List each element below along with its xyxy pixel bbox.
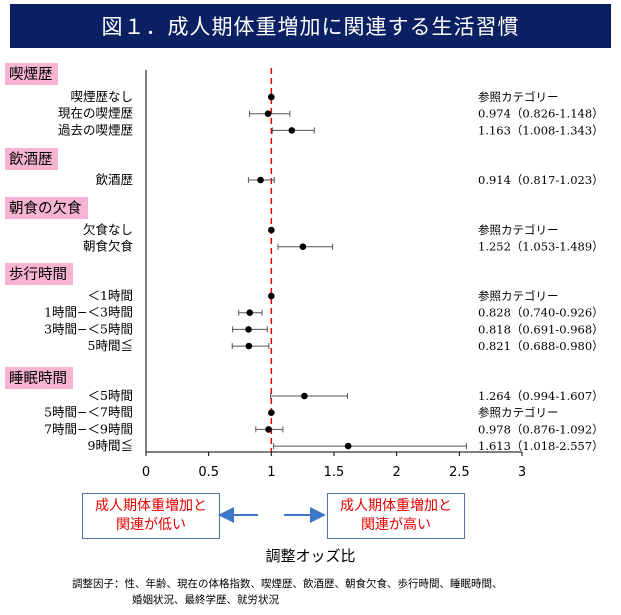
row-label: 5時間≦: [88, 338, 133, 353]
point-estimate: [344, 442, 352, 450]
estimate-text: 参照カテゴリー: [478, 406, 559, 420]
x-axis-label: 調整オッズ比: [265, 547, 356, 565]
x-tick-label: 1: [267, 465, 275, 480]
footnote: 調整因子：性、年齢、現在の体格指数、喫煙歴、飲酒歴、朝食欠食、歩行時間、睡眠時間…: [72, 576, 612, 608]
x-tick-label: 0: [142, 465, 150, 480]
estimate-text: 0.974（0.826-1.148）: [478, 107, 604, 121]
point-estimate: [245, 326, 252, 333]
group-label: 飲酒歴: [9, 151, 53, 168]
estimate-text: 0.828（0.740-0.926）: [478, 306, 604, 320]
annotation-high-box: 成人期体重増加と 関連が高い: [327, 493, 465, 539]
group-label: 睡眠時間: [9, 370, 67, 387]
row-label: 5時間−＜7時間: [44, 405, 133, 420]
group-label-bg: [5, 263, 73, 285]
point-estimate: [268, 292, 275, 300]
estimate-text: 参照カテゴリー: [478, 289, 559, 303]
group-label-bg: [5, 367, 73, 389]
group-label-bg: [5, 63, 58, 85]
point-estimate: [264, 110, 272, 117]
row-label: ＜5時間: [88, 388, 133, 403]
row-label: 欠食なし: [83, 222, 133, 237]
x-tick-label: 0.5: [198, 465, 219, 480]
annotation-high-line2: 関連が高い: [361, 517, 431, 533]
estimate-text: 参照カテゴリー: [478, 90, 559, 104]
point-estimate: [265, 426, 272, 433]
row-label: 3時間−＜5時間: [44, 321, 133, 336]
estimate-text: 参照カテゴリー: [478, 223, 559, 237]
group-label: 歩行時間: [9, 266, 67, 283]
point-estimate: [246, 309, 254, 317]
estimate-text: 1.613（1.018-2.557）: [478, 439, 604, 453]
row-label: 過去の喫煙歴: [58, 122, 133, 137]
estimate-text: 0.914（0.817-1.023）: [478, 173, 604, 187]
point-estimate: [288, 127, 296, 134]
x-tick-label: 1.5: [324, 465, 345, 480]
row-label: 1時間−＜3時間: [44, 305, 133, 320]
x-tick-label: 2.5: [449, 465, 470, 480]
estimate-text: 0.978（0.876-1.092）: [478, 422, 604, 436]
point-estimate: [268, 409, 275, 417]
group-label-bg: [5, 148, 58, 170]
point-estimate: [268, 226, 275, 234]
point-estimate: [245, 342, 253, 350]
row-label: 喫煙歴なし: [70, 89, 133, 104]
row-label: 現在の喫煙歴: [58, 106, 133, 121]
estimate-text: 0.818（0.691-0.968）: [478, 322, 604, 336]
point-estimate: [257, 176, 264, 184]
row-label: 朝食欠食: [83, 239, 134, 254]
x-tick-label: 2: [393, 465, 401, 480]
row-label: 飲酒歴: [95, 172, 133, 187]
footnote-line1: 調整因子：性、年齢、現在の体格指数、喫煙歴、飲酒歴、朝食欠食、歩行時間、睡眠時間…: [72, 578, 503, 590]
estimate-text: 1.264（0.994-1.607）: [478, 389, 604, 403]
group-label: 朝食の欠食: [9, 200, 82, 217]
row-label: 7時間−＜9時間: [44, 421, 133, 436]
annotation-low-line1: 成人期体重増加と: [95, 498, 207, 514]
group-label: 喫煙歴: [9, 66, 53, 83]
footnote-line2: 婚姻状況、最終学歴、就労状況: [132, 594, 279, 606]
estimate-text: 1.163（1.008-1.343）: [478, 123, 604, 137]
annotation-low-line2: 関連が低い: [116, 517, 186, 533]
chart-title: 図１．成人期体重増加に関連する生活習慣: [10, 4, 611, 48]
row-label: 9時間≦: [88, 438, 133, 453]
group-label-bg: [5, 197, 88, 219]
estimate-text: 1.252（1.053-1.489）: [478, 240, 604, 254]
estimate-text: 0.821（0.688-0.980）: [478, 339, 604, 353]
x-tick-label: 3: [518, 465, 526, 480]
point-estimate: [268, 93, 275, 101]
point-estimate: [301, 392, 308, 400]
point-estimate: [299, 243, 307, 250]
row-label: ＜1時間: [88, 288, 133, 303]
annotation-high-line1: 成人期体重増加と: [340, 498, 452, 514]
annotation-low-box: 成人期体重増加と 関連が低い: [82, 493, 220, 539]
